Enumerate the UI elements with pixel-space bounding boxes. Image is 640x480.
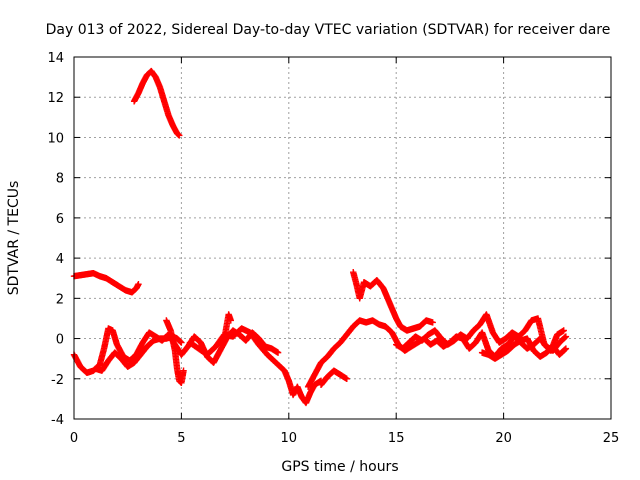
- y-tick-label: 10: [47, 131, 64, 146]
- x-tick-label: 20: [495, 431, 512, 446]
- plot-frame: [73, 56, 612, 420]
- series-arc-2: [130, 67, 183, 139]
- axis-ticks: 0 5 10 15 20 25 -4 -2 0 2 4 6 8 10 12 14: [47, 51, 619, 446]
- series-arc-10: [350, 268, 436, 334]
- y-tick-label: 6: [56, 212, 64, 227]
- series-arc-5: [163, 317, 187, 386]
- data-point: [560, 327, 567, 334]
- data-point: [180, 367, 187, 374]
- data-point: [176, 132, 183, 139]
- chart-title: Day 013 of 2022, Sidereal Day-to-day VTE…: [46, 22, 611, 38]
- data-point: [274, 349, 282, 356]
- data-point: [178, 339, 185, 346]
- x-tick-label: 15: [388, 431, 405, 446]
- data-point: [562, 345, 570, 352]
- y-tick-label: 0: [56, 333, 64, 348]
- y-axis-label: SDTVAR / TECUs: [6, 181, 22, 296]
- y-tick-label: -4: [51, 413, 64, 428]
- x-tick-label: 5: [177, 431, 185, 446]
- series-arc-7: [221, 311, 235, 342]
- data-point: [562, 333, 570, 340]
- x-tick-label: 10: [281, 431, 298, 446]
- series-arc-11: [393, 311, 567, 354]
- y-tick-label: 14: [47, 51, 64, 66]
- series-arc-6: [186, 325, 325, 407]
- series-arc-12: [478, 335, 570, 362]
- data-points: [70, 67, 570, 407]
- series-arc-9: [317, 367, 350, 389]
- data-point: [429, 319, 436, 326]
- grid-lines: [74, 57, 611, 419]
- y-tick-label: 12: [47, 91, 64, 106]
- data-point: [227, 317, 235, 324]
- data-point: [343, 375, 350, 382]
- data-point: [135, 281, 142, 288]
- y-tick-label: 2: [56, 292, 64, 307]
- y-tick-label: 8: [56, 172, 64, 187]
- x-axis-label: GPS time / hours: [281, 459, 398, 475]
- series-arc-1: [70, 269, 142, 296]
- y-tick-label: -2: [51, 373, 64, 388]
- y-tick-label: 4: [56, 252, 64, 267]
- x-tick-label: 25: [603, 431, 620, 446]
- x-tick-label: 0: [70, 431, 78, 446]
